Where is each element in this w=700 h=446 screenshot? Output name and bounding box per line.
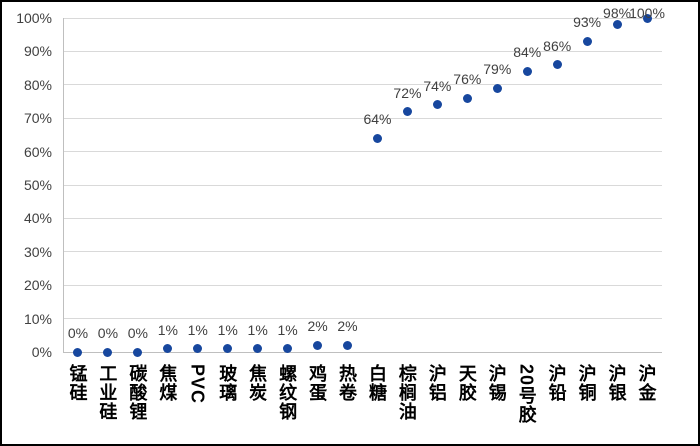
y-tick-label: 10% <box>23 310 52 327</box>
data-point-label: 74% <box>423 77 452 94</box>
gridline <box>63 84 662 86</box>
gridline <box>63 17 662 19</box>
data-point <box>253 344 263 354</box>
gridline <box>63 184 662 186</box>
y-tick-label: 90% <box>23 43 52 60</box>
data-point <box>163 344 173 354</box>
data-point <box>432 100 442 110</box>
x-axis-category-label: 玻璃 <box>217 364 238 402</box>
gridline <box>63 318 662 320</box>
gridline <box>63 50 662 52</box>
y-tick-label: 20% <box>23 277 52 294</box>
x-axis-category-label: 沪铅 <box>546 364 567 402</box>
x-axis-category-label: 鸡蛋 <box>307 364 328 402</box>
data-point <box>402 107 412 117</box>
y-tick-label: 50% <box>23 177 52 193</box>
data-point-label: 1% <box>247 321 268 338</box>
x-axis-category-label: 天胶 <box>456 364 477 402</box>
data-point-label: 0% <box>127 325 148 341</box>
data-point-label: 1% <box>157 321 178 338</box>
data-point <box>492 83 502 93</box>
y-tick-label: 30% <box>23 243 52 260</box>
y-tick-label: 0% <box>31 344 52 360</box>
x-axis-category-label: 沪银 <box>606 364 627 402</box>
data-point <box>612 20 622 30</box>
data-point <box>372 133 382 143</box>
x-axis-category-label: 沪铝 <box>426 364 447 402</box>
gridline <box>63 251 662 253</box>
data-point <box>193 344 203 354</box>
x-axis-category-label: 沪锡 <box>486 364 507 402</box>
data-point <box>522 66 532 76</box>
data-point <box>462 93 472 103</box>
data-point-label: 79% <box>483 61 512 78</box>
data-point-label: 84% <box>513 44 542 61</box>
x-axis-category-label: 20号胶 <box>516 364 537 425</box>
data-point <box>642 13 652 23</box>
data-point <box>133 347 143 357</box>
y-tick-label: 70% <box>23 110 52 127</box>
data-point <box>552 60 562 70</box>
x-axis-category-label: 沪铜 <box>576 364 597 402</box>
data-point-label: 0% <box>97 325 119 341</box>
data-point-label: 64% <box>363 111 392 128</box>
x-axis-category-label: 工业硅 <box>97 364 118 421</box>
data-point-label: 76% <box>453 71 482 88</box>
y-tick-label: 100% <box>16 10 52 26</box>
data-point-label: 0% <box>67 325 89 341</box>
x-axis-category-label: 沪金 <box>636 364 657 402</box>
y-tick-label: 80% <box>23 76 52 93</box>
gridline <box>63 284 662 286</box>
data-point-label: 1% <box>277 321 298 338</box>
x-axis-category-label: 焦炭 <box>247 364 268 402</box>
data-point-label: 2% <box>307 318 328 335</box>
y-tick-label: 40% <box>23 210 52 227</box>
x-axis-category-label: 锰硅 <box>67 364 88 402</box>
x-axis-category-label: 碳酸锂 <box>127 364 148 421</box>
x-axis-category-label: 白糖 <box>366 364 387 402</box>
data-point <box>343 340 353 350</box>
data-point-label: 93% <box>573 14 602 31</box>
data-point-label: 72% <box>393 84 422 101</box>
data-point-label: 2% <box>337 318 358 335</box>
x-axis-category-label: PVC <box>187 364 208 405</box>
x-axis-category-label: 焦煤 <box>157 364 178 402</box>
x-axis-category-label: 热卷 <box>337 364 358 402</box>
x-axis-category-label: 螺纹钢 <box>277 364 298 421</box>
data-point-label: 1% <box>187 321 208 338</box>
data-point-label: 1% <box>217 321 238 338</box>
data-point <box>73 347 83 357</box>
gridline <box>63 117 662 119</box>
gridline <box>63 217 662 219</box>
gridline <box>63 151 662 153</box>
x-axis-line <box>63 351 662 353</box>
data-point-label: 100% <box>629 5 665 21</box>
data-point <box>582 36 592 46</box>
data-point-label: 98% <box>603 5 632 21</box>
data-point <box>223 344 233 354</box>
data-point <box>313 340 323 350</box>
y-axis-line <box>63 18 64 352</box>
y-tick-label: 60% <box>23 143 52 160</box>
data-point-label: 86% <box>543 37 572 54</box>
data-point <box>103 347 113 357</box>
data-point <box>283 344 293 354</box>
x-axis-category-label: 棕榈油 <box>396 364 417 421</box>
